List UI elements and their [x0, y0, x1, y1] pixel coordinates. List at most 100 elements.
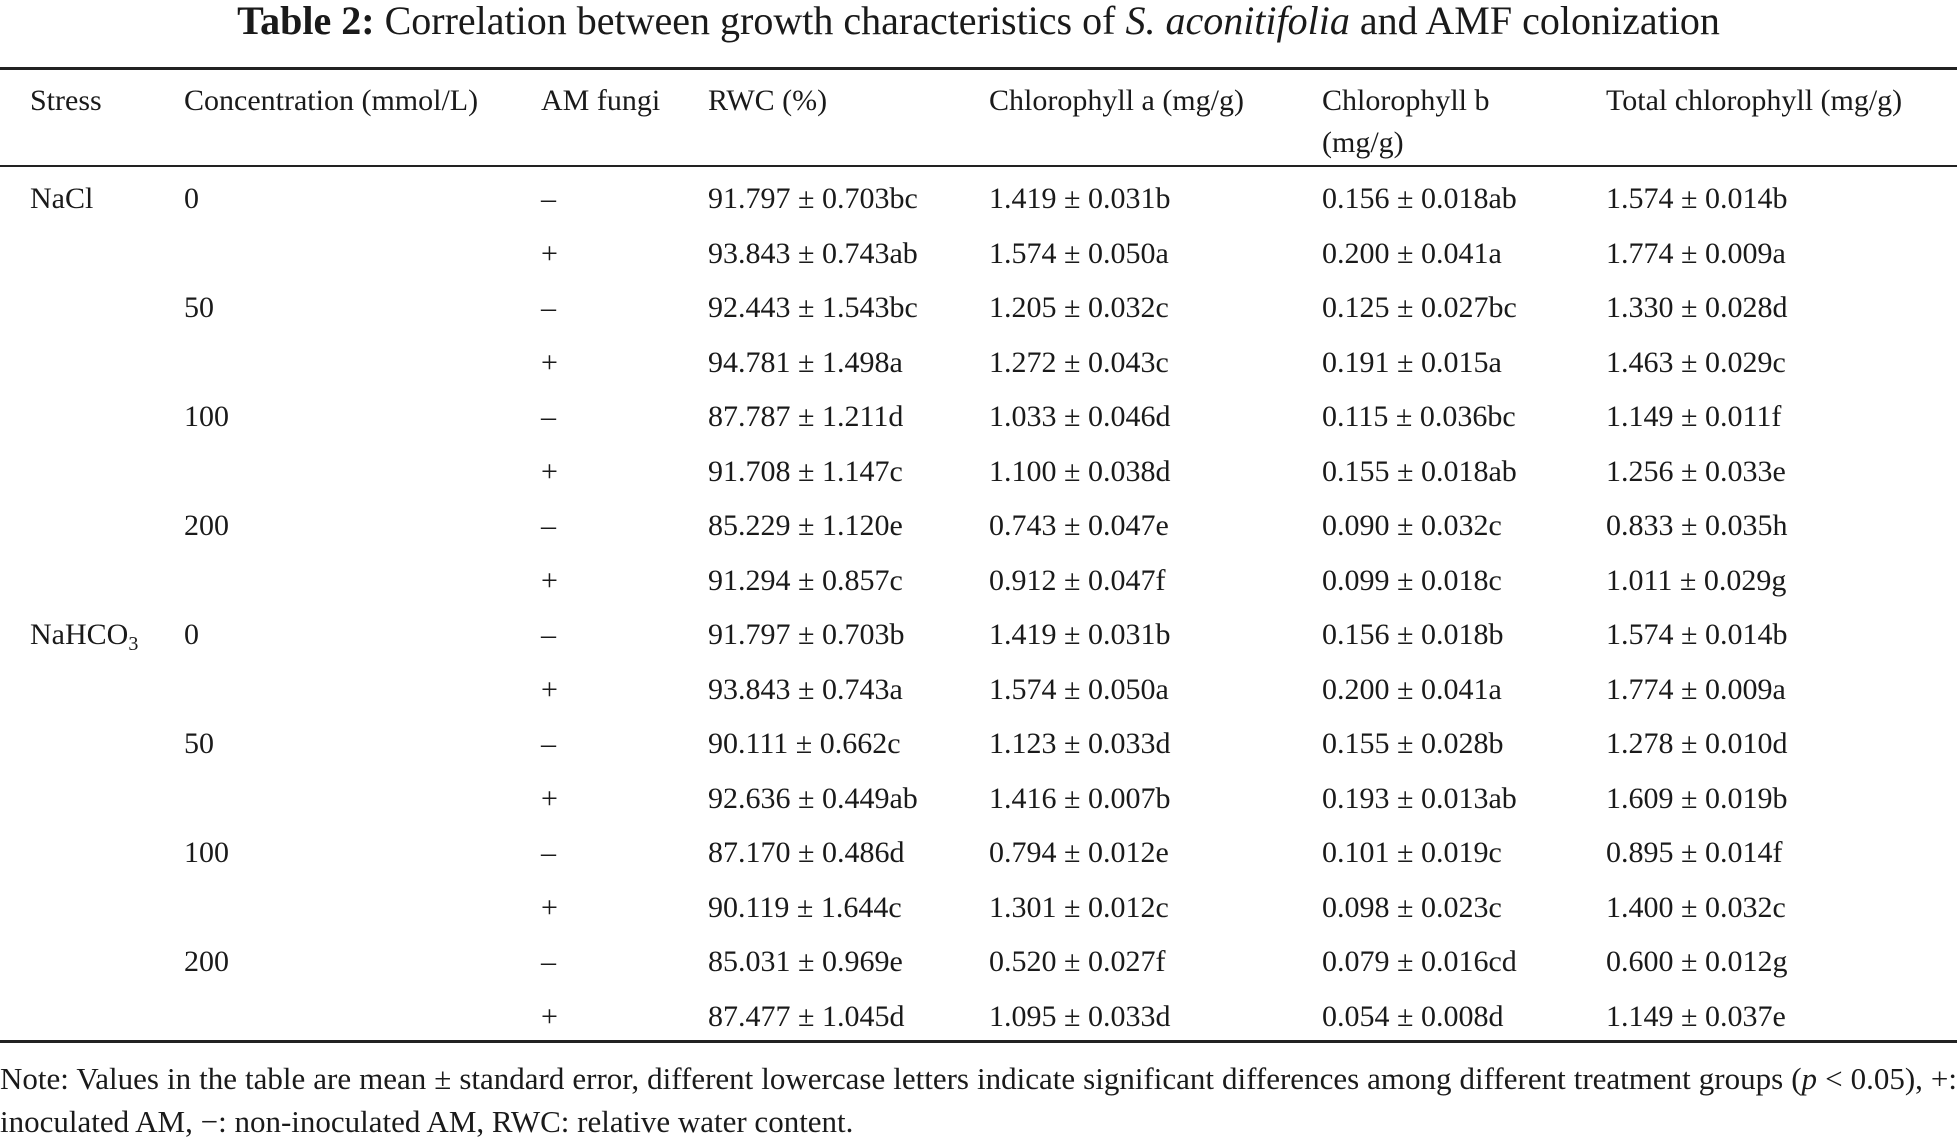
cell-am-fungi: – — [541, 400, 556, 433]
stress-nacl: NaCl — [30, 182, 94, 215]
cell-chlorophyll-b: 0.155 ± 0.028b — [1322, 727, 1504, 760]
cell-rwc: 87.787 ± 1.211d — [708, 400, 904, 433]
header-concentration: Concentration (mmol/L) — [184, 84, 479, 117]
cell-rwc: 87.170 ± 0.486d — [708, 836, 905, 869]
cell-am-fungi: + — [541, 237, 558, 270]
cell-rwc: 85.229 ± 1.120e — [708, 509, 903, 542]
cell-chlorophyll-a: 0.743 ± 0.047e — [989, 509, 1169, 542]
cell-am-fungi: – — [541, 618, 556, 651]
cell-chlorophyll-b: 0.125 ± 0.027bc — [1322, 291, 1517, 324]
cell-rwc: 93.843 ± 0.743ab — [708, 237, 918, 270]
cell-total-chlorophyll: 1.400 ± 0.032c — [1606, 891, 1786, 924]
cell-chlorophyll-a: 1.205 ± 0.032c — [989, 291, 1169, 324]
cell-total-chlorophyll: 1.011 ± 0.029g — [1606, 564, 1787, 597]
cell-chlorophyll-a: 1.100 ± 0.038d — [989, 455, 1171, 488]
cell-chlorophyll-a: 0.912 ± 0.047f — [989, 564, 1166, 597]
header-chlorophyll-b: Chlorophyll b (mg/g) — [1322, 84, 1490, 159]
cell-chlorophyll-b: 0.191 ± 0.015a — [1322, 346, 1502, 379]
header-stress: Stress — [30, 84, 102, 117]
header-rule — [0, 165, 1957, 167]
cell-total-chlorophyll: 1.574 ± 0.014b — [1606, 618, 1788, 651]
cell-am-fungi: + — [541, 891, 558, 924]
cell-rwc: 94.781 ± 1.498a — [708, 346, 903, 379]
cell-chlorophyll-b: 0.200 ± 0.041a — [1322, 237, 1502, 270]
cell-rwc: 87.477 ± 1.045d — [708, 1000, 905, 1033]
bottom-rule — [0, 1040, 1957, 1043]
cell-am-fungi: + — [541, 673, 558, 706]
cell-total-chlorophyll: 1.278 ± 0.010d — [1606, 727, 1788, 760]
cell-am-fungi: – — [541, 291, 556, 324]
cell-chlorophyll-b: 0.200 ± 0.041a — [1322, 673, 1502, 706]
cell-chlorophyll-b: 0.115 ± 0.036bc — [1322, 400, 1516, 433]
cell-rwc: 91.797 ± 0.703bc — [708, 182, 918, 215]
cell-am-fungi: + — [541, 455, 558, 488]
caption-label: Table 2: — [237, 0, 375, 43]
cell-rwc: 92.636 ± 0.449ab — [708, 782, 918, 815]
cell-chlorophyll-b: 0.156 ± 0.018ab — [1322, 182, 1517, 215]
cell-chlorophyll-a: 1.574 ± 0.050a — [989, 673, 1169, 706]
cell-chlorophyll-b: 0.101 ± 0.019c — [1322, 836, 1502, 869]
cell-chlorophyll-b: 0.193 ± 0.013ab — [1322, 782, 1517, 815]
cell-chlorophyll-a: 1.033 ± 0.046d — [989, 400, 1171, 433]
note-p-symbol: p — [1801, 1061, 1818, 1096]
stress-nahco3: NaHCO3 — [30, 618, 138, 655]
cell-am-fungi: + — [541, 1000, 558, 1033]
cell-total-chlorophyll: 0.833 ± 0.035h — [1606, 509, 1788, 542]
cell-concentration: 100 — [184, 400, 229, 433]
caption-text-pre: Correlation between growth characteristi… — [384, 0, 1116, 43]
cell-am-fungi: + — [541, 346, 558, 379]
cell-concentration: 200 — [184, 509, 229, 542]
table-note: Note: Values in the table are mean ± sta… — [0, 1057, 1957, 1143]
cell-rwc: 91.797 ± 0.703b — [708, 618, 905, 651]
cell-chlorophyll-b: 0.090 ± 0.032c — [1322, 509, 1502, 542]
cell-total-chlorophyll: 1.149 ± 0.011f — [1606, 400, 1782, 433]
stress-nahco3-base: NaHCO — [30, 618, 129, 651]
cell-chlorophyll-a: 1.574 ± 0.050a — [989, 237, 1169, 270]
cell-chlorophyll-a: 0.794 ± 0.012e — [989, 836, 1169, 869]
cell-chlorophyll-a: 1.272 ± 0.043c — [989, 346, 1169, 379]
cell-total-chlorophyll: 1.256 ± 0.033e — [1606, 455, 1786, 488]
cell-chlorophyll-a: 1.419 ± 0.031b — [989, 182, 1171, 215]
caption-species: S. aconitifolia — [1125, 0, 1350, 43]
header-chlorophyll-a: Chlorophyll a (mg/g) — [989, 84, 1244, 117]
cell-rwc: 90.111 ± 0.662c — [708, 727, 901, 760]
stress-nahco3-subscript: 3 — [128, 633, 139, 655]
cell-am-fungi: + — [541, 782, 558, 815]
cell-rwc: 93.843 ± 0.743a — [708, 673, 903, 706]
cell-rwc: 91.294 ± 0.857c — [708, 564, 903, 597]
cell-concentration: 200 — [184, 945, 229, 978]
caption-text-post: and AMF colonization — [1359, 0, 1720, 43]
cell-rwc: 92.443 ± 1.543bc — [708, 291, 918, 324]
cell-total-chlorophyll: 1.774 ± 0.009a — [1606, 237, 1786, 270]
cell-chlorophyll-b: 0.098 ± 0.023c — [1322, 891, 1502, 924]
cell-chlorophyll-a: 0.520 ± 0.027f — [989, 945, 1166, 978]
cell-concentration: 0 — [184, 182, 199, 215]
cell-total-chlorophyll: 1.609 ± 0.019b — [1606, 782, 1788, 815]
header-rwc: RWC (%) — [708, 84, 828, 117]
note-text-post: < 0.05), +: inoculated AM, −: non-inocul… — [0, 1061, 1957, 1139]
cell-am-fungi: – — [541, 836, 556, 869]
cell-total-chlorophyll: 1.774 ± 0.009a — [1606, 673, 1786, 706]
cell-total-chlorophyll: 1.574 ± 0.014b — [1606, 182, 1788, 215]
cell-chlorophyll-b: 0.099 ± 0.018c — [1322, 564, 1502, 597]
cell-total-chlorophyll: 0.895 ± 0.014f — [1606, 836, 1783, 869]
header-am-fungi: AM fungi — [541, 84, 661, 117]
cell-concentration: 50 — [184, 727, 214, 760]
cell-am-fungi: – — [541, 727, 556, 760]
cell-concentration: 50 — [184, 291, 214, 324]
cell-total-chlorophyll: 0.600 ± 0.012g — [1606, 945, 1788, 978]
cell-chlorophyll-a: 1.419 ± 0.031b — [989, 618, 1171, 651]
cell-rwc: 85.031 ± 0.969e — [708, 945, 903, 978]
cell-concentration: 100 — [184, 836, 229, 869]
cell-total-chlorophyll: 1.330 ± 0.028d — [1606, 291, 1788, 324]
note-text-pre: Note: Values in the table are mean ± sta… — [0, 1061, 1802, 1096]
cell-chlorophyll-a: 1.416 ± 0.007b — [989, 782, 1171, 815]
cell-am-fungi: + — [541, 564, 558, 597]
cell-rwc: 90.119 ± 1.644c — [708, 891, 902, 924]
table-caption: Table 2: Correlation between growth char… — [0, 0, 1957, 42]
cell-chlorophyll-b: 0.156 ± 0.018b — [1322, 618, 1504, 651]
header-total-chlorophyll: Total chlorophyll (mg/g) — [1606, 84, 1903, 117]
cell-am-fungi: – — [541, 945, 556, 978]
cell-chlorophyll-b: 0.155 ± 0.018ab — [1322, 455, 1517, 488]
cell-chlorophyll-a: 1.301 ± 0.012c — [989, 891, 1169, 924]
